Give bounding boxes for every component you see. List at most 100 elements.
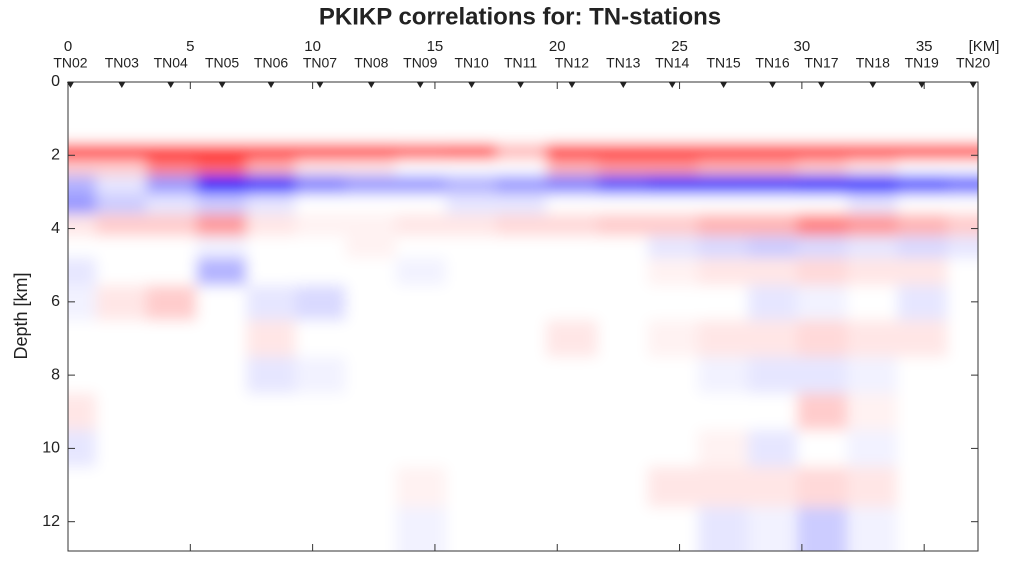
- heat-cell: [445, 507, 497, 551]
- heat-cell: [796, 144, 848, 160]
- heat-cell: [546, 430, 599, 468]
- heat-cell: [597, 175, 649, 195]
- heat-cell: [796, 257, 848, 286]
- heat-cell: [546, 466, 599, 508]
- heat-cell: [748, 235, 798, 259]
- heat-cell: [897, 158, 948, 176]
- station-marker: [817, 82, 825, 88]
- heat-cell: [947, 82, 978, 120]
- heat-cell: [496, 158, 547, 176]
- heat-cell: [546, 144, 599, 160]
- heat-cell: [597, 82, 649, 120]
- x-tick-label: 10: [304, 38, 321, 55]
- heat-cell: [68, 235, 97, 259]
- heat-cell: [246, 430, 296, 468]
- heat-cell: [96, 356, 147, 394]
- station-marker: [267, 82, 275, 88]
- station-label: TN04: [154, 55, 188, 71]
- y-axis-label: Depth [km]: [11, 272, 31, 359]
- heat-cell: [345, 320, 397, 358]
- heat-cell: [246, 158, 296, 176]
- heat-cell: [96, 285, 147, 321]
- heat-cell: [395, 466, 447, 508]
- station-label: TN18: [856, 55, 890, 71]
- heat-cell: [345, 144, 397, 160]
- heat-cell: [196, 285, 248, 321]
- heat-cell: [647, 507, 699, 551]
- heat-cell: [496, 257, 547, 286]
- x-tick-label: 0: [64, 38, 72, 55]
- heat-cell: [546, 193, 599, 215]
- heat-cell: [445, 158, 497, 176]
- heat-cell: [68, 193, 97, 215]
- heat-cell: [345, 356, 397, 394]
- heat-cell: [146, 356, 197, 394]
- station-marker: [619, 82, 627, 88]
- heat-cell: [546, 356, 599, 394]
- heat-cell: [546, 507, 599, 551]
- heat-cell: [897, 235, 948, 259]
- heat-cell: [897, 507, 948, 551]
- heat-cell: [546, 320, 599, 358]
- station-marker: [969, 82, 977, 88]
- heat-cell: [246, 257, 296, 286]
- heat-cell: [246, 118, 296, 145]
- heat-cell: [345, 118, 397, 145]
- heat-cell: [947, 235, 978, 259]
- heat-cell: [445, 430, 497, 468]
- heat-cell: [295, 235, 347, 259]
- heat-cell: [345, 158, 397, 176]
- heat-cell: [196, 356, 248, 394]
- heat-cell: [947, 285, 978, 321]
- heat-cell: [68, 257, 97, 286]
- station-label: TN12: [555, 55, 589, 71]
- heat-cell: [345, 507, 397, 551]
- station-label: TN02: [53, 55, 87, 71]
- heat-cell: [647, 213, 699, 237]
- heat-cell: [847, 193, 898, 215]
- heat-cell: [146, 507, 197, 551]
- heat-cell: [796, 393, 848, 431]
- station-label: TN07: [303, 55, 337, 71]
- x-tick-label: 20: [549, 38, 566, 55]
- heat-cell: [395, 235, 447, 259]
- heat-cell: [796, 175, 848, 195]
- heat-cell: [345, 393, 397, 431]
- heat-cell: [445, 213, 497, 237]
- heat-cell: [697, 430, 749, 468]
- heat-cell: [96, 213, 147, 237]
- heat-cell: [647, 430, 699, 468]
- heat-cell: [496, 144, 547, 160]
- heat-cell: [96, 393, 147, 431]
- heat-cell: [146, 235, 197, 259]
- heat-cell: [146, 118, 197, 145]
- heatmap: [68, 82, 978, 551]
- heat-cell: [496, 393, 547, 431]
- heat-cell: [847, 118, 898, 145]
- station-label: TN13: [606, 55, 640, 71]
- y-tick-label: 6: [51, 293, 60, 310]
- heat-cell: [748, 356, 798, 394]
- heat-cell: [96, 193, 147, 215]
- heat-cell: [246, 356, 296, 394]
- heat-cell: [295, 356, 347, 394]
- station-marker: [869, 82, 877, 88]
- heat-cell: [96, 118, 147, 145]
- heat-cell: [748, 320, 798, 358]
- heat-cell: [748, 82, 798, 120]
- chart-title: PKIKP correlations for: TN-stations: [319, 3, 721, 30]
- heat-cell: [546, 235, 599, 259]
- heat-cell: [647, 466, 699, 508]
- heat-cell: [68, 158, 97, 176]
- heat-cell: [796, 193, 848, 215]
- heat-cell: [496, 82, 547, 120]
- heat-cell: [395, 285, 447, 321]
- heat-cell: [748, 144, 798, 160]
- heat-cell: [295, 430, 347, 468]
- heat-cell: [847, 257, 898, 286]
- heat-cell: [647, 285, 699, 321]
- heat-cell: [96, 466, 147, 508]
- heat-cell: [847, 393, 898, 431]
- heat-cell: [445, 82, 497, 120]
